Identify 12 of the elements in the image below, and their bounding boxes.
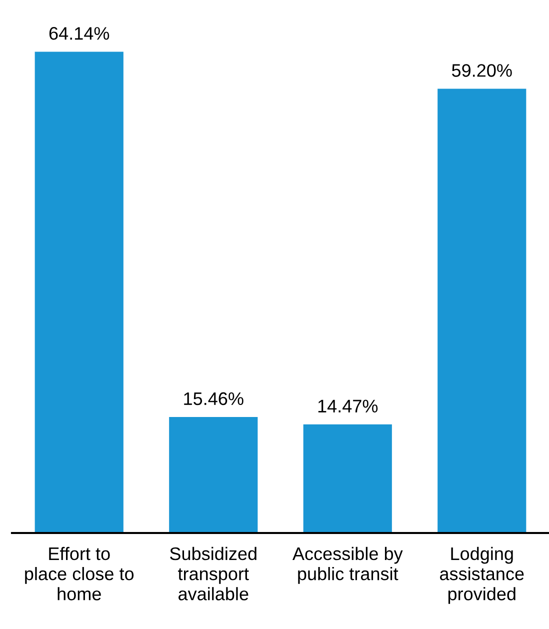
x-tick-label: Lodging assistance provided: [440, 546, 524, 604]
data-label: 64.14%: [49, 27, 110, 40]
x-tick-label: Subsidized transport available: [170, 546, 256, 600]
data-label: 14.47%: [318, 400, 378, 412]
bar: [169, 416, 258, 533]
bar: [438, 88, 526, 533]
bar: [34, 52, 124, 533]
bar: [303, 424, 392, 533]
data-label: 59.20%: [452, 64, 512, 77]
x-tick-label: Accessible by public transit: [292, 546, 403, 584]
x-tick-label: Effort to place close to home: [25, 546, 134, 600]
data-label: 15.46%: [184, 392, 244, 406]
